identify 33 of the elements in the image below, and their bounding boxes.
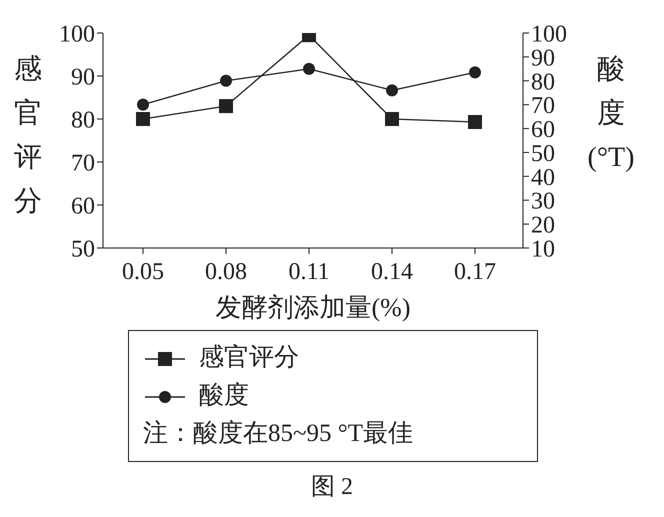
y2-tick-label: 10 [531, 236, 555, 263]
y-tick-label: 50 [71, 236, 95, 263]
x-tick-label: 0.11 [288, 259, 330, 286]
y2-tick-label: 50 [531, 140, 555, 167]
y-tick-label: 90 [71, 64, 95, 91]
y-tick-label: 60 [71, 194, 95, 220]
legend-label: 酸度 [198, 380, 250, 411]
y-tick-label: 70 [71, 150, 95, 177]
x-axis-title: 发酵剂添加量(%) [214, 292, 412, 324]
x-tick-label: 0.17 [454, 259, 496, 286]
y-axis-title: 感官评分 [14, 53, 43, 219]
caption: 图 2 [310, 473, 354, 502]
point [386, 84, 398, 96]
y2-tick-label: 20 [531, 212, 555, 239]
y2-tick-label: 70 [531, 93, 555, 120]
y2-tick-label: 100 [531, 22, 567, 48]
x-tick-label: 0.05 [122, 259, 164, 286]
x-tick-label: 0.14 [371, 259, 413, 286]
y2-tick-label: 80 [531, 69, 555, 96]
x-tick-label: 0.08 [205, 259, 247, 286]
y2-tick-label: 30 [531, 188, 555, 215]
y-tick-label: 80 [71, 108, 95, 134]
point [220, 74, 232, 87]
y2-tick-label: 40 [531, 164, 555, 191]
y2-axis-title: 酸度(°T) [586, 53, 636, 175]
y2-tick-label: 60 [531, 117, 555, 144]
point [469, 66, 481, 78]
y2-tick-label: 90 [531, 45, 555, 72]
point [137, 98, 149, 111]
legend-label: 感官评分 [198, 342, 300, 373]
y-tick-label: 100 [59, 22, 95, 48]
text: 注：酸度在85~95 °T最佳 [143, 418, 414, 449]
point [303, 62, 315, 75]
